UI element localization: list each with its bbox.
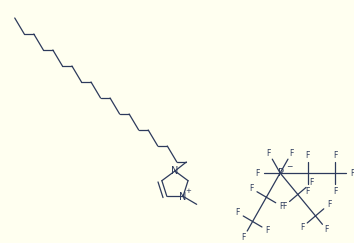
Text: F: F [266,226,270,235]
Text: N: N [171,166,179,176]
Text: P: P [278,168,284,178]
Text: F: F [267,148,271,157]
Text: F: F [333,150,337,159]
Text: +: + [185,188,191,194]
Text: F: F [255,168,260,177]
Text: F: F [282,201,286,210]
Text: F: F [351,168,354,177]
Text: F: F [309,178,314,187]
Text: F: F [325,225,329,234]
Text: −: − [286,163,292,172]
Text: F: F [289,148,293,157]
Text: F: F [249,184,253,193]
Text: N: N [179,192,187,202]
Text: F: F [333,186,337,196]
Text: F: F [327,200,331,209]
Text: F: F [235,208,239,217]
Text: F: F [306,150,310,159]
Text: F: F [241,233,246,242]
Text: F: F [280,202,284,211]
Text: F: F [306,186,310,196]
Text: F: F [300,223,304,232]
